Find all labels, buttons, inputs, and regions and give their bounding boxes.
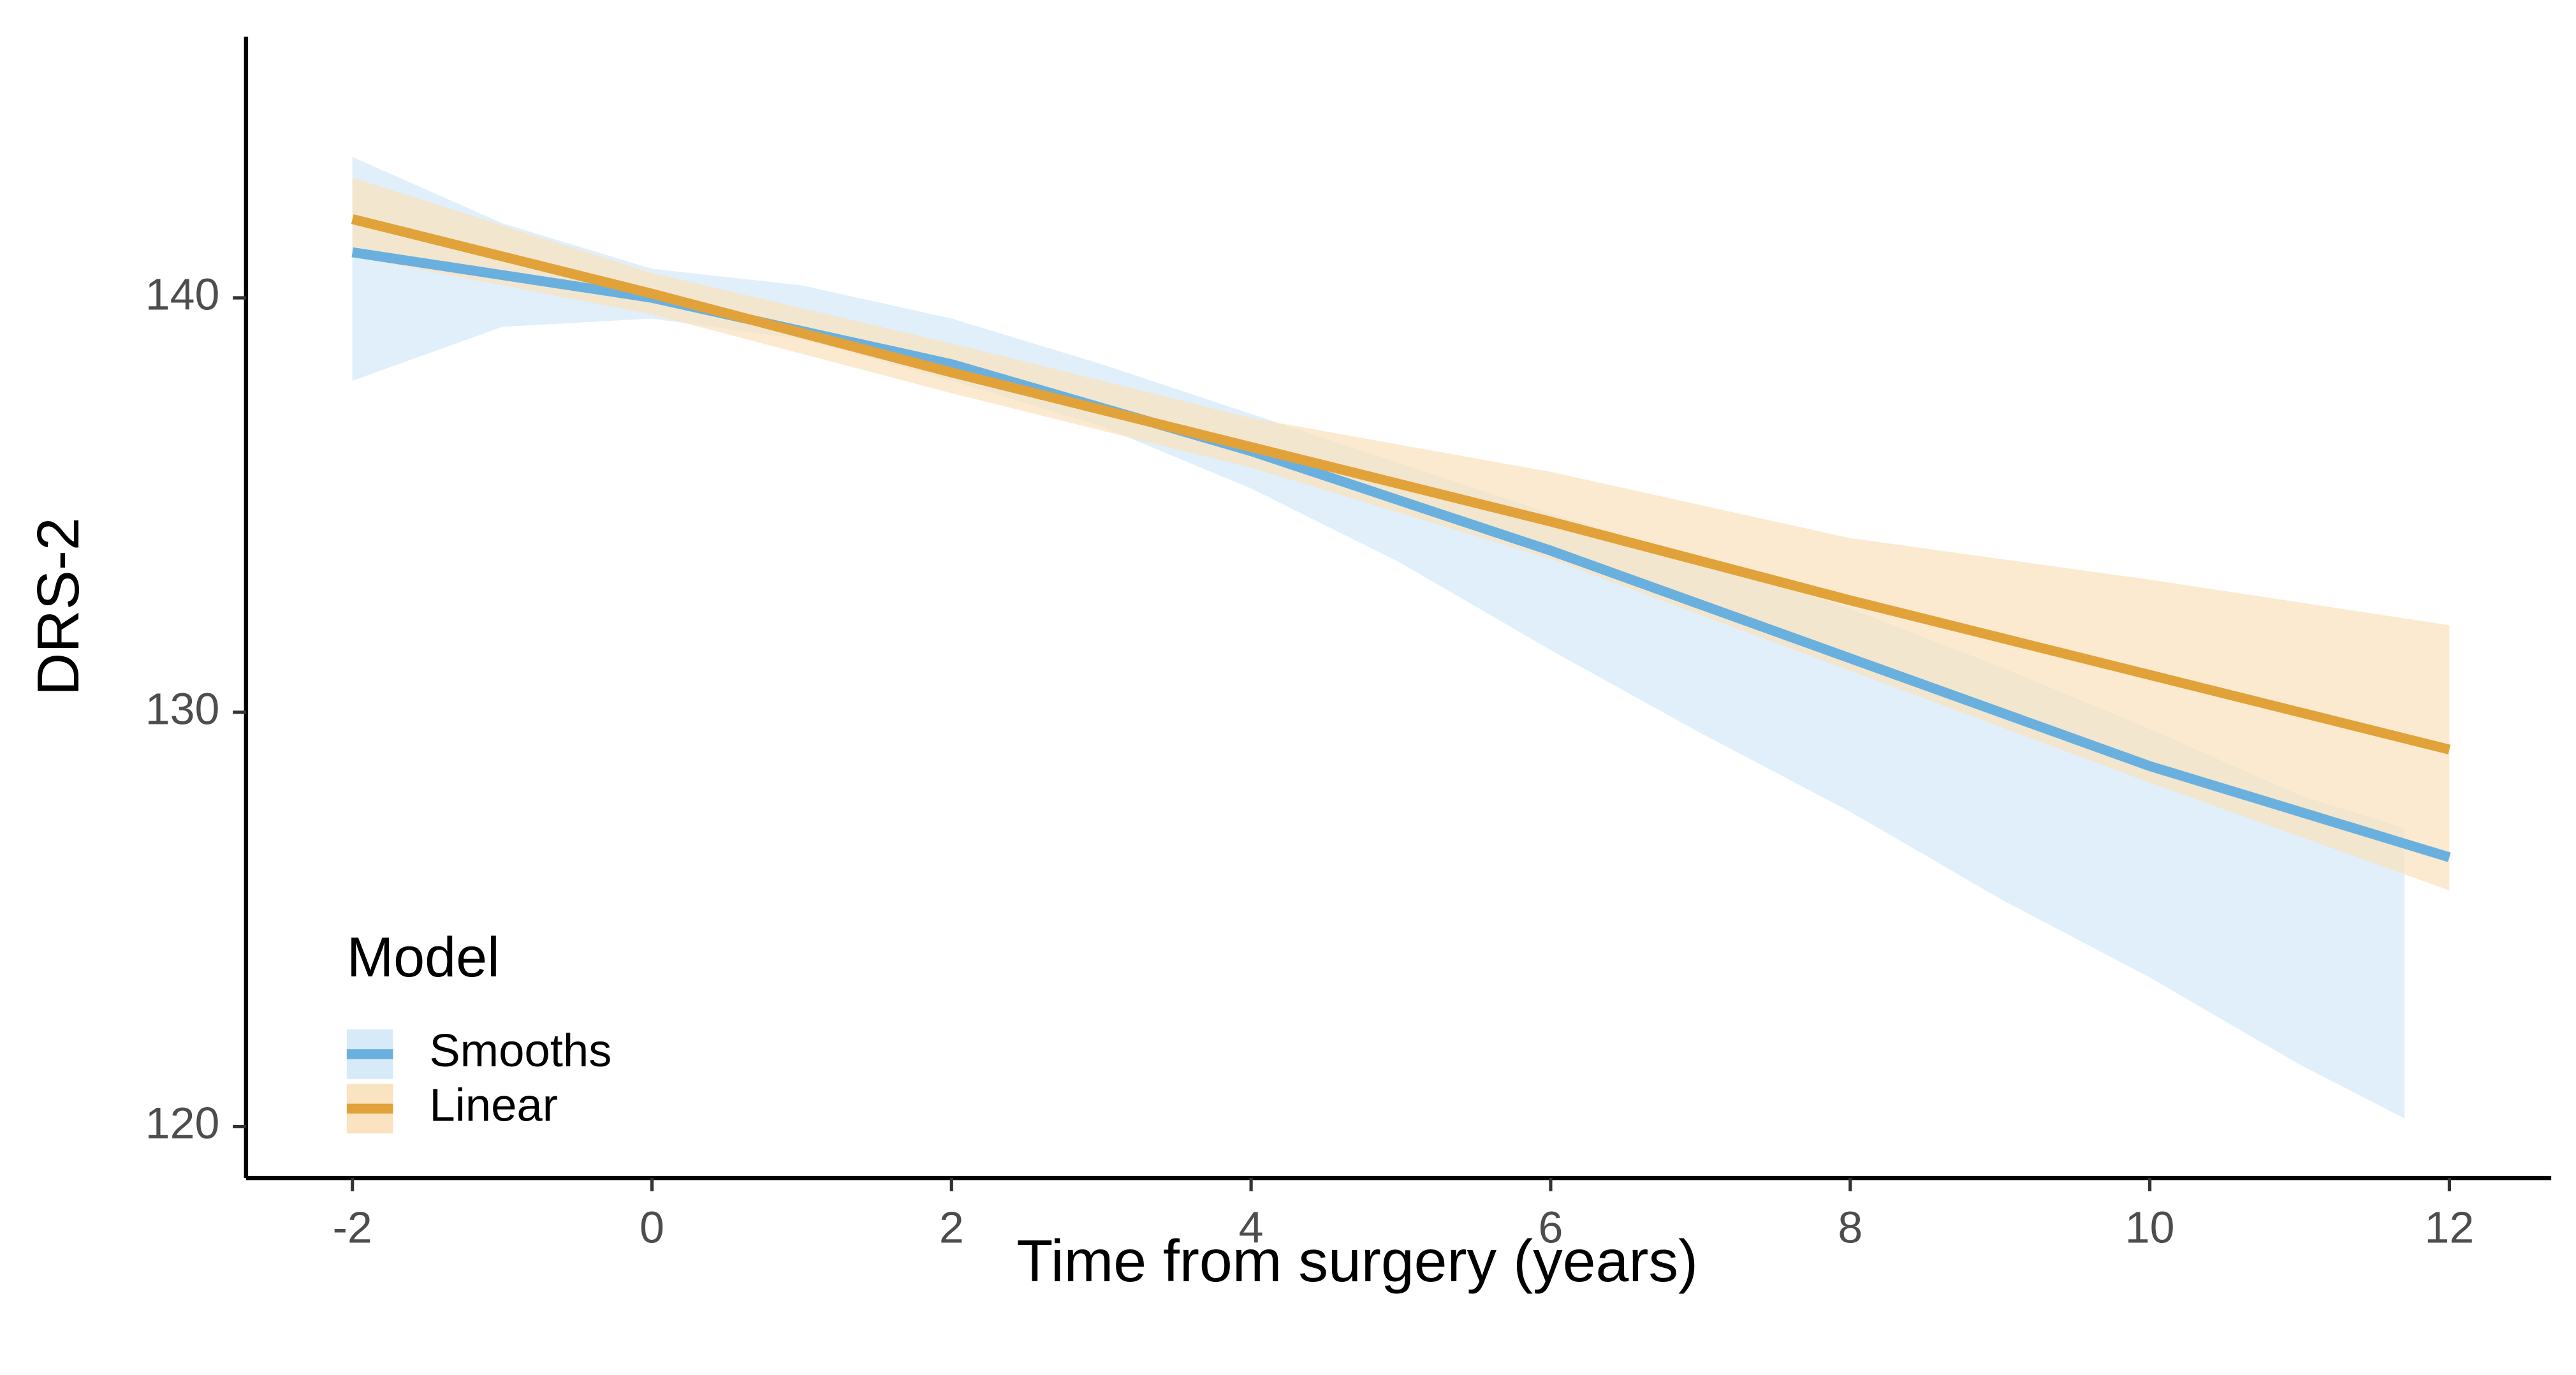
y-axis-title: DRS-2 (25, 517, 91, 696)
x-tick-label: 4 (1239, 1202, 1264, 1252)
y-tick-label: 120 (145, 1098, 220, 1148)
line (351, 214, 2451, 754)
x-axis-title: Time from surgery (years) (1016, 1228, 1698, 1294)
legend-title: Model (347, 925, 500, 989)
x-tick-label: 10 (2125, 1202, 2175, 1252)
x-tick-label: 2 (939, 1202, 964, 1252)
y-tick-label: 140 (145, 269, 220, 319)
legend-label: Smooths (429, 1025, 611, 1077)
x-tick-label: 6 (1539, 1202, 1563, 1252)
x-tick-label: 12 (2425, 1202, 2475, 1252)
x-tick-label: 8 (1838, 1202, 1862, 1252)
legend-label: Linear (429, 1080, 558, 1131)
y-tick-label: 130 (145, 684, 220, 733)
x-tick-label: -2 (333, 1202, 372, 1252)
x-tick-label: 0 (640, 1202, 664, 1252)
